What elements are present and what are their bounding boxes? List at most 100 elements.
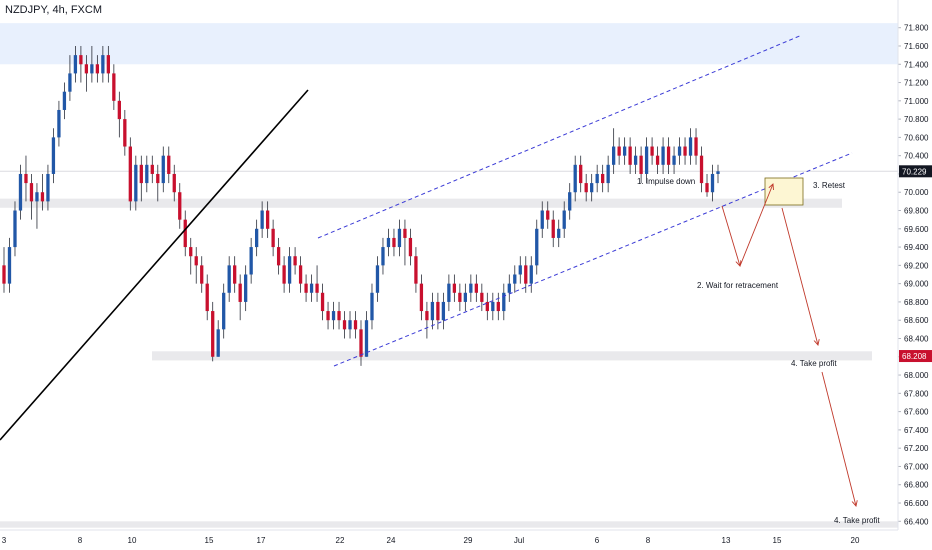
candle-body <box>40 192 45 202</box>
price-zones <box>0 23 898 528</box>
candle-body <box>244 274 248 302</box>
annotations: 1. Impulse down 2. Wait for retracement 3.… <box>637 177 880 525</box>
candle <box>178 183 182 229</box>
candle <box>655 146 660 174</box>
candle <box>7 237 12 293</box>
candle-body <box>211 311 215 357</box>
candle <box>211 301 215 362</box>
candle-body <box>348 320 352 330</box>
y-tick-label: 71.800 <box>904 24 929 33</box>
candle <box>79 45 83 83</box>
candle <box>117 91 121 138</box>
candle-body <box>518 265 522 275</box>
candle-body <box>502 292 506 312</box>
candle <box>238 274 242 321</box>
candle <box>57 100 61 147</box>
candle <box>606 155 610 193</box>
candle-body <box>337 311 341 321</box>
y-tick-label: 67.200 <box>904 444 929 453</box>
candle <box>315 265 319 302</box>
retest-box <box>764 177 804 206</box>
candle-body <box>644 146 649 174</box>
candle-body <box>205 283 209 312</box>
candle-body <box>710 173 715 193</box>
y-tick-label: 69.600 <box>904 225 929 234</box>
candle-body <box>705 183 709 193</box>
candle <box>474 274 478 302</box>
x-tick-label: 6 <box>595 536 600 545</box>
annotation-retest: 3. Retest <box>813 181 846 190</box>
candle-body <box>189 247 193 257</box>
candle <box>364 311 369 357</box>
x-tick-label: 24 <box>387 536 396 545</box>
candle-body <box>287 256 292 284</box>
candle-body <box>419 283 424 312</box>
candle <box>430 292 435 330</box>
candle <box>40 173 45 211</box>
x-tick-label: 22 <box>336 536 345 545</box>
candle <box>320 283 325 321</box>
candle-body <box>392 237 396 248</box>
candle-body <box>35 192 39 202</box>
x-tick-label: 17 <box>257 536 266 545</box>
zone-take-profit-1 <box>152 351 872 361</box>
candle-body <box>447 283 451 302</box>
candle-body <box>326 311 330 321</box>
candle <box>260 201 264 238</box>
x-tick-label: 8 <box>646 536 651 545</box>
candle <box>688 128 693 165</box>
candle-body <box>485 301 489 312</box>
candle-body <box>557 228 561 238</box>
candle-body <box>524 265 528 284</box>
annotation-tp2: 4. Take profit <box>834 516 880 525</box>
y-tick-label: 71.400 <box>904 60 929 69</box>
y-tick-label: 69.400 <box>904 243 929 252</box>
candle <box>348 311 352 339</box>
candle <box>513 265 517 293</box>
candle-body <box>666 146 671 165</box>
x-tick-label: 10 <box>128 536 137 545</box>
y-tick-label: 70.600 <box>904 133 929 142</box>
candle <box>710 164 715 202</box>
candle-body <box>2 265 6 284</box>
candles <box>2 45 720 366</box>
candle-body <box>436 301 440 321</box>
candle <box>633 146 638 174</box>
candle <box>535 219 539 275</box>
x-tick-label: 8 <box>78 536 83 545</box>
zone-resistance <box>0 23 898 65</box>
candle-body <box>611 146 616 165</box>
annotation-retracement: 2. Wait for retracement <box>697 281 779 290</box>
y-tick-label: 71.600 <box>904 42 929 51</box>
candle-body <box>375 265 380 293</box>
candle-body <box>233 265 237 284</box>
candle <box>145 155 149 193</box>
candle <box>425 301 429 339</box>
candle-body <box>265 210 270 229</box>
candle-body <box>309 283 314 293</box>
candle <box>546 201 550 229</box>
candle <box>562 201 566 238</box>
candle <box>524 256 528 293</box>
candle-body <box>661 146 665 165</box>
candle <box>677 137 682 165</box>
candle <box>573 155 577 202</box>
candle <box>309 274 314 302</box>
candle-body <box>134 164 138 202</box>
candle <box>101 45 105 83</box>
candle <box>304 274 308 302</box>
candle <box>579 155 583 193</box>
candle <box>397 219 402 257</box>
candle <box>282 256 286 293</box>
x-tick-label: 13 <box>722 536 731 545</box>
candle-body <box>568 192 572 211</box>
candle <box>441 292 446 330</box>
candle-body <box>57 109 61 138</box>
candle-body <box>688 137 693 156</box>
candle <box>331 301 336 330</box>
candle <box>200 256 204 293</box>
candle <box>650 137 654 165</box>
candle-body <box>408 237 413 257</box>
y-tick-label: 68.000 <box>904 371 929 380</box>
